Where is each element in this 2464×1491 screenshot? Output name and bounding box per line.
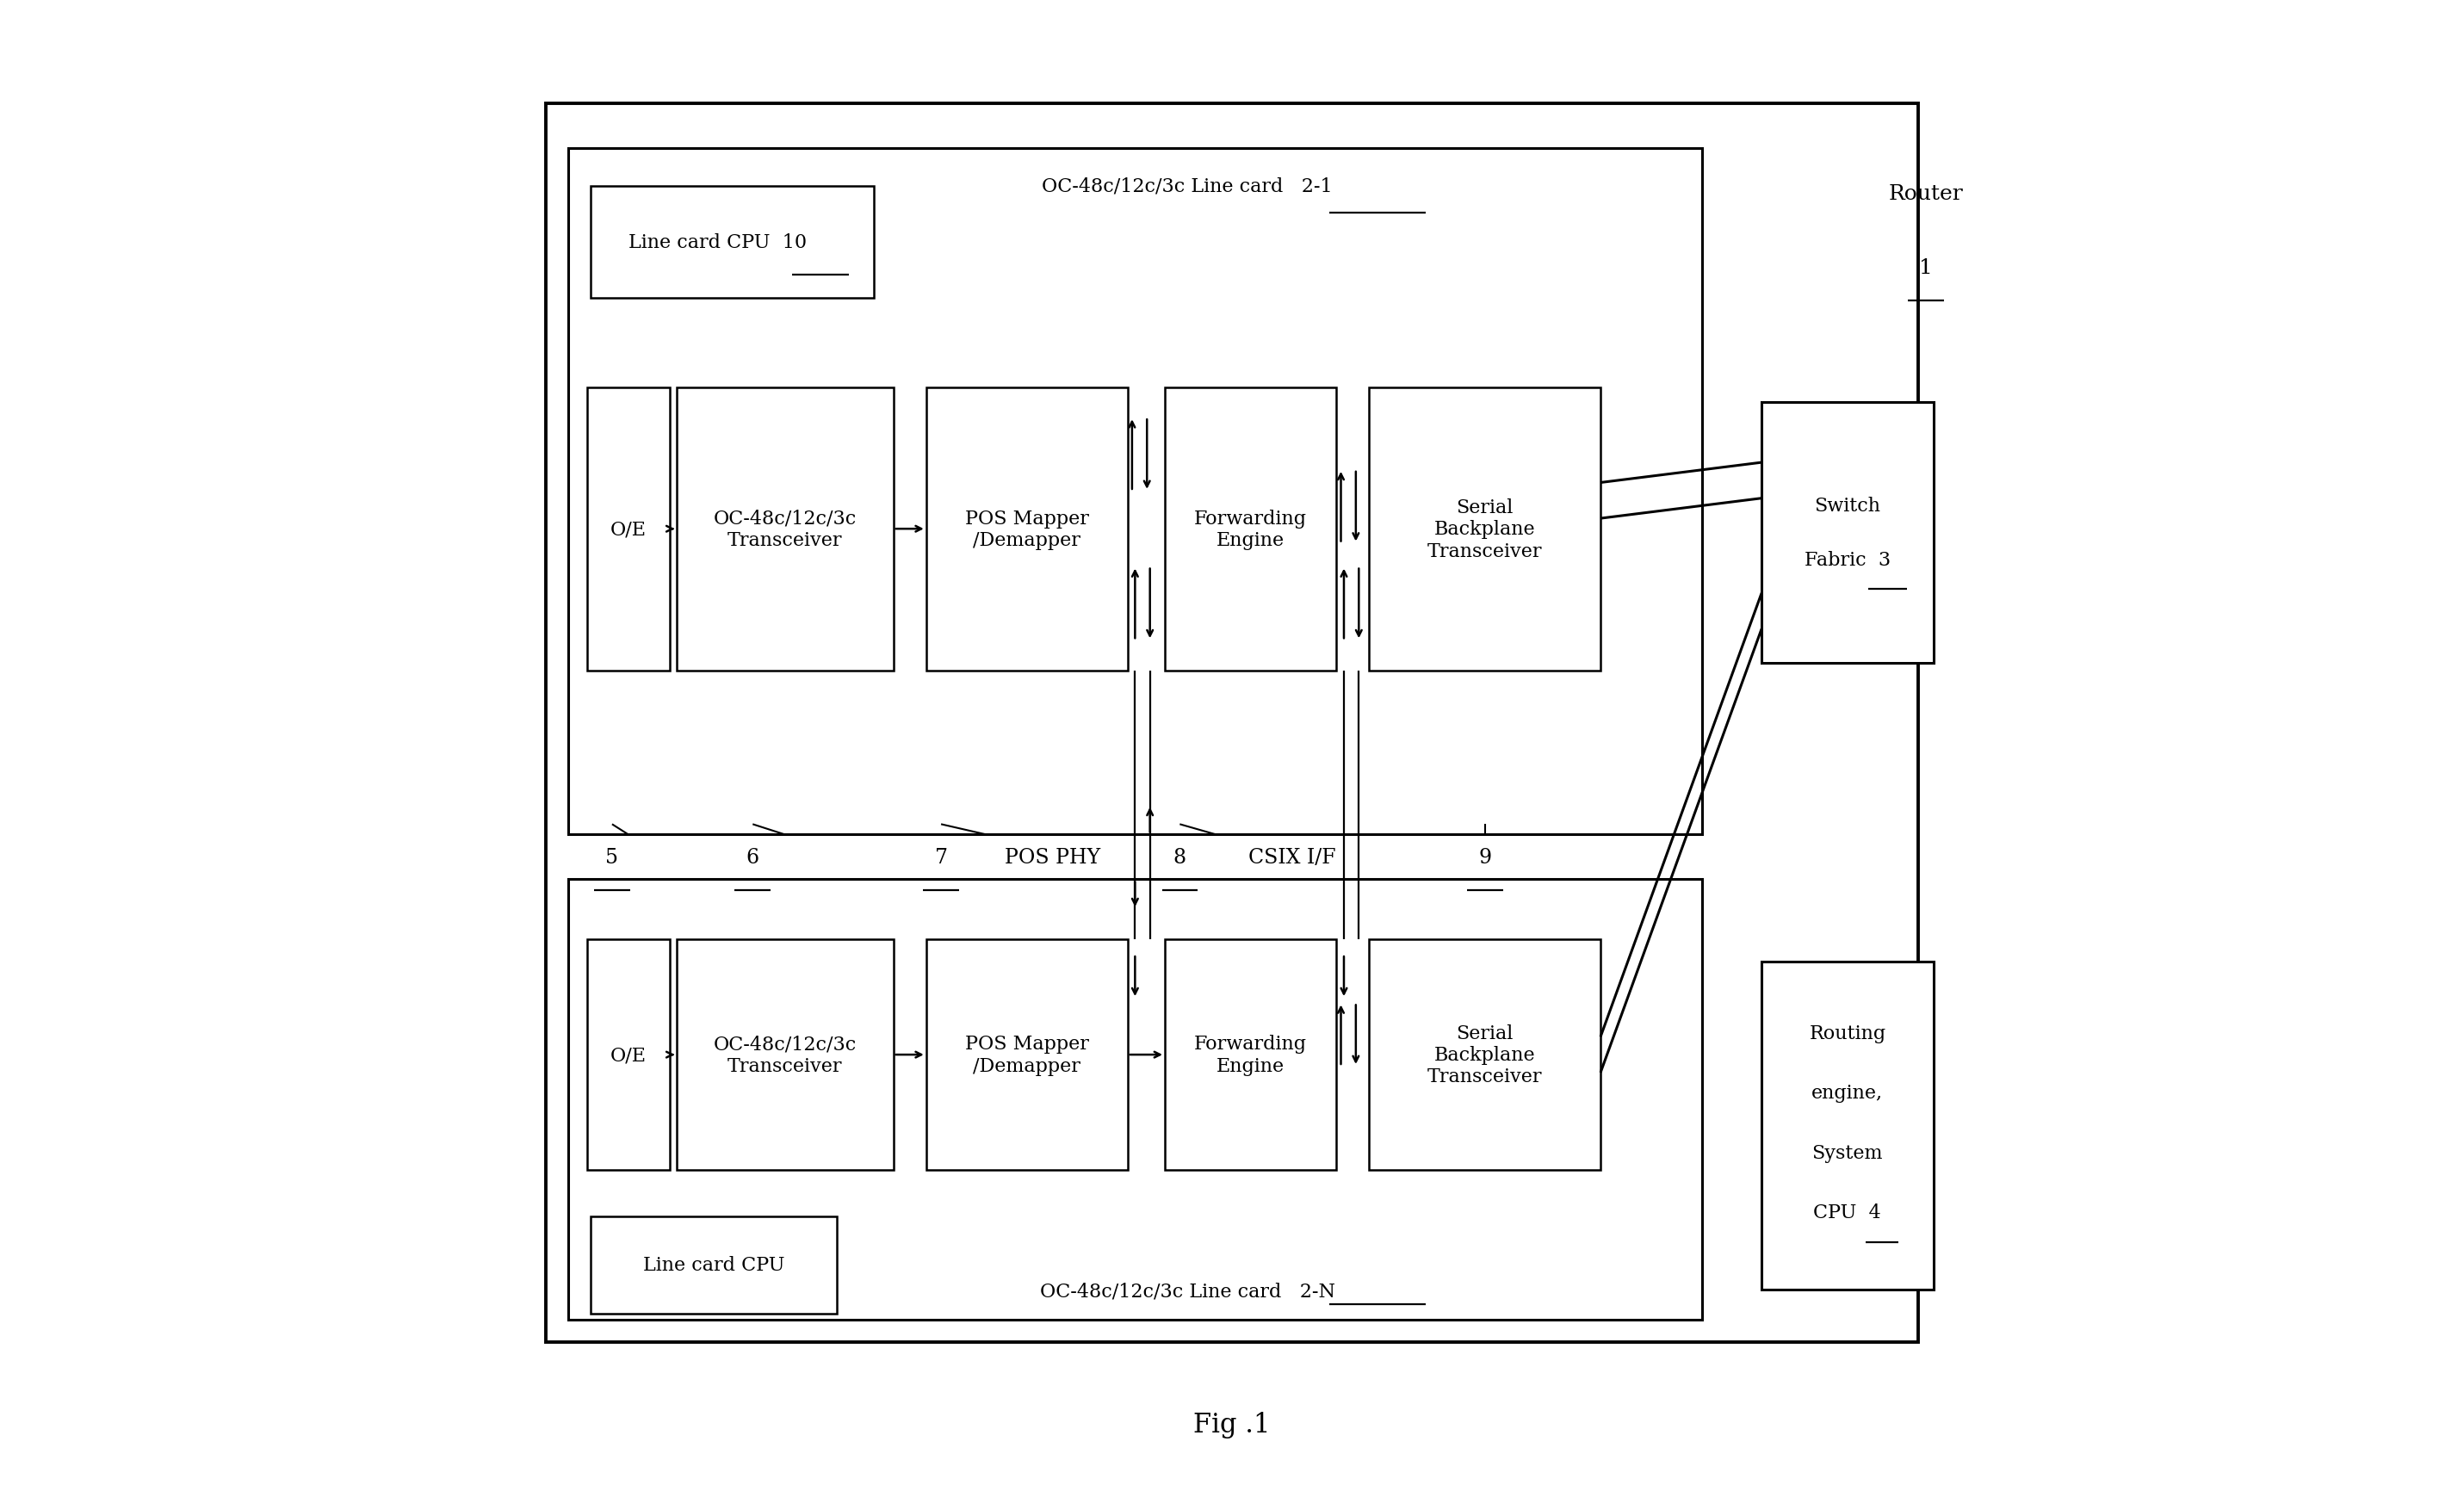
Bar xyxy=(1370,388,1602,671)
Text: OC-48c/12c/3c
Transceiver: OC-48c/12c/3c Transceiver xyxy=(715,1035,857,1075)
Text: System: System xyxy=(1811,1144,1882,1161)
Text: OC-48c/12c/3c Line card   2-1: OC-48c/12c/3c Line card 2-1 xyxy=(1042,177,1333,195)
Bar xyxy=(569,149,1703,835)
Text: POS Mapper
/Demapper: POS Mapper /Demapper xyxy=(966,1035,1089,1075)
Text: O/E: O/E xyxy=(611,1045,646,1065)
Text: 6: 6 xyxy=(747,847,759,868)
Text: O/E: O/E xyxy=(611,520,646,538)
Bar xyxy=(678,939,894,1170)
Bar xyxy=(586,939,670,1170)
Text: Fig .1: Fig .1 xyxy=(1193,1410,1271,1437)
Bar xyxy=(926,939,1129,1170)
Text: Routing: Routing xyxy=(1809,1024,1885,1042)
Bar xyxy=(926,388,1129,671)
Text: Forwarding
Engine: Forwarding Engine xyxy=(1195,508,1306,550)
Text: Serial
Backplane
Transceiver: Serial Backplane Transceiver xyxy=(1427,498,1542,561)
Text: OC-48c/12c/3c
Transceiver: OC-48c/12c/3c Transceiver xyxy=(715,508,857,550)
Text: OC-48c/12c/3c Line card   2-N: OC-48c/12c/3c Line card 2-N xyxy=(1040,1281,1335,1300)
Text: POS PHY: POS PHY xyxy=(1005,847,1101,868)
Bar xyxy=(1370,939,1602,1170)
Text: Forwarding
Engine: Forwarding Engine xyxy=(1195,1035,1306,1075)
Bar xyxy=(1165,388,1335,671)
Bar xyxy=(1762,962,1934,1290)
Text: POS Mapper
/Demapper: POS Mapper /Demapper xyxy=(966,508,1089,550)
Text: 9: 9 xyxy=(1478,847,1491,868)
Text: 7: 7 xyxy=(934,847,949,868)
Bar xyxy=(591,186,875,298)
Text: 8: 8 xyxy=(1173,847,1185,868)
Text: CSIX I/F: CSIX I/F xyxy=(1247,847,1335,868)
Bar xyxy=(545,104,1919,1342)
Bar xyxy=(591,1217,838,1314)
Text: 5: 5 xyxy=(606,847,618,868)
Text: CPU  4: CPU 4 xyxy=(1814,1203,1882,1221)
Bar xyxy=(678,388,894,671)
Text: Switch: Switch xyxy=(1814,497,1880,516)
Bar xyxy=(1165,939,1335,1170)
Text: Fabric  3: Fabric 3 xyxy=(1804,550,1890,570)
Text: Line card CPU: Line card CPU xyxy=(643,1255,784,1275)
Bar xyxy=(569,880,1703,1320)
Text: 1: 1 xyxy=(1919,258,1932,279)
Text: Line card CPU  10: Line card CPU 10 xyxy=(628,233,806,252)
Bar xyxy=(1762,403,1934,663)
Text: Serial
Backplane
Transceiver: Serial Backplane Transceiver xyxy=(1427,1023,1542,1087)
Bar xyxy=(586,388,670,671)
Text: Router: Router xyxy=(1887,183,1964,204)
Text: engine,: engine, xyxy=(1811,1084,1882,1102)
